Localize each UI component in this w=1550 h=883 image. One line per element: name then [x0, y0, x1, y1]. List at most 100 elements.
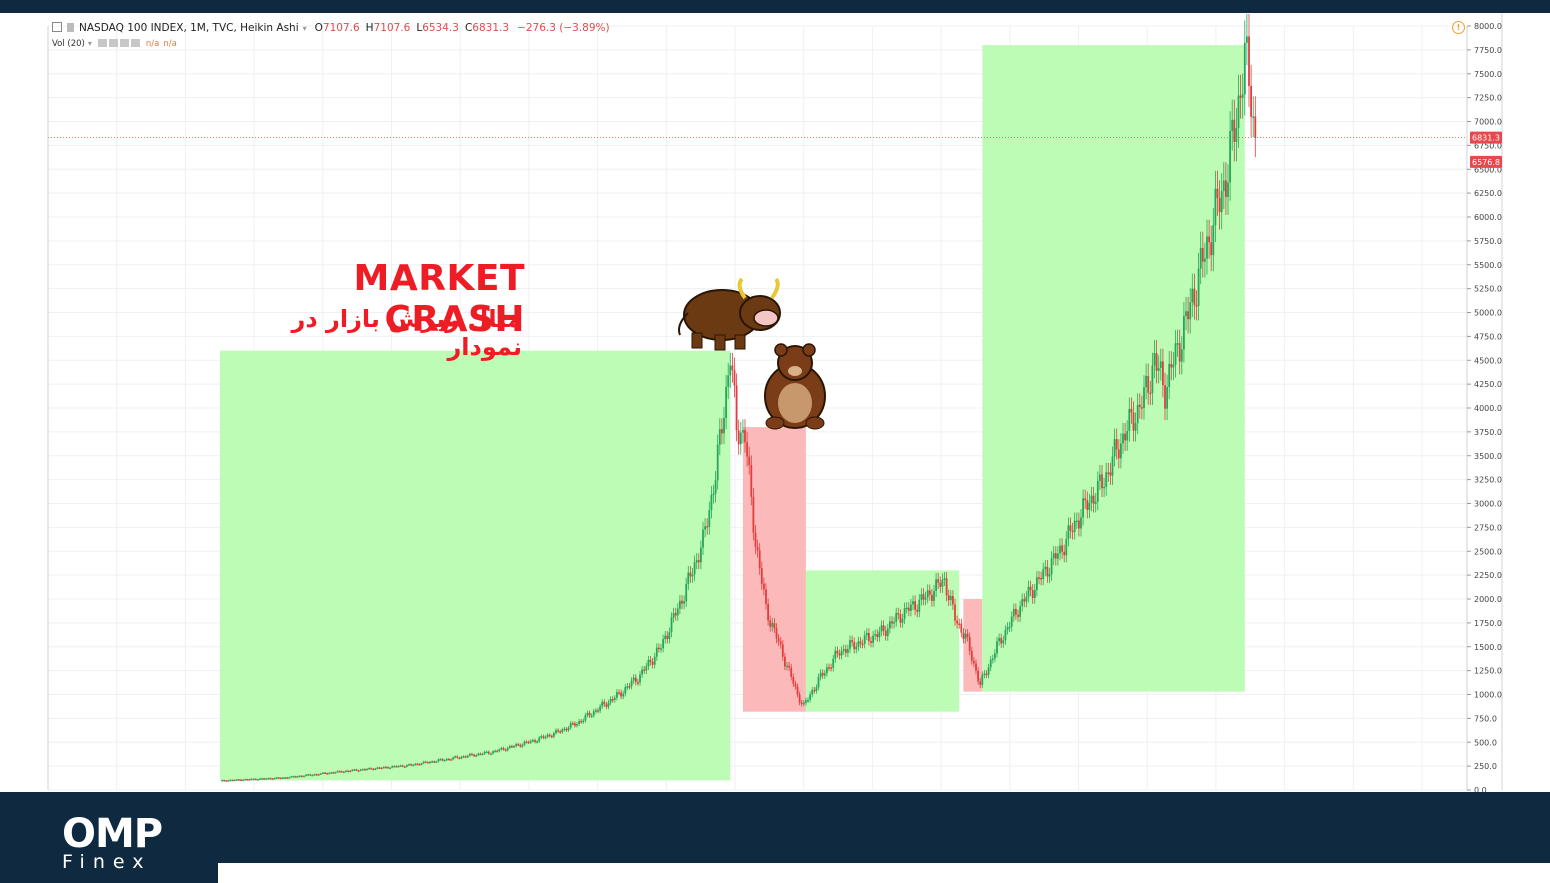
- candle-body: [1101, 474, 1103, 489]
- candle-body: [406, 765, 408, 767]
- candle-body: [721, 429, 723, 434]
- candle-body: [777, 638, 780, 642]
- candle-body: [849, 640, 851, 649]
- candle-body: [1153, 353, 1156, 366]
- candle-body: [290, 776, 293, 778]
- candle-body: [1021, 599, 1024, 607]
- candle-body: [456, 756, 459, 758]
- candle-body: [989, 659, 992, 668]
- candle-body: [714, 480, 717, 494]
- candle-body: [922, 594, 925, 600]
- candle-body: [868, 632, 870, 642]
- bear-zone: [742, 427, 806, 712]
- price-chart[interactable]: 8000.0 7750.0 7500.0 7250.0 7000.0 6750.0 6500…: [0, 13, 1550, 792]
- candle-body: [1012, 608, 1015, 617]
- candle-body: [859, 641, 862, 644]
- candle-body: [422, 761, 425, 764]
- candle-body: [311, 774, 314, 777]
- collapse-icon[interactable]: [52, 22, 62, 32]
- candle-body: [1080, 517, 1082, 529]
- candle-body: [821, 672, 824, 676]
- candle-body: [1036, 577, 1038, 591]
- candle-body: [842, 649, 845, 651]
- y-tick-label: 250.0: [1474, 762, 1497, 771]
- eye-icon[interactable]: [97, 39, 107, 47]
- candle-body: [926, 590, 929, 598]
- candle-body: [624, 687, 627, 694]
- candle-body: [525, 741, 528, 744]
- candle-body: [273, 777, 276, 780]
- candle-body: [322, 772, 324, 775]
- candle-body: [895, 613, 898, 622]
- candle-body: [1019, 606, 1021, 617]
- volume-label[interactable]: Vol (20): [52, 39, 85, 49]
- candle-body: [376, 767, 379, 769]
- flag-icon[interactable]: [67, 23, 74, 32]
- candle-body: [653, 656, 656, 665]
- candle-body: [462, 756, 465, 758]
- candle-body: [1075, 520, 1078, 523]
- symbol-title[interactable]: NASDAQ 100 INDEX, 1M, TVC, Heikin Ashi: [79, 22, 299, 34]
- ohlc-low-label: L: [416, 22, 423, 34]
- candle-body: [1069, 525, 1072, 531]
- candle-body: [987, 667, 990, 675]
- warning-icon[interactable]: !: [1452, 21, 1465, 34]
- candle-body: [710, 494, 713, 511]
- bull-zone: [220, 350, 731, 781]
- candle-body: [1183, 316, 1185, 350]
- candle-body: [645, 666, 648, 671]
- candle-body: [815, 687, 818, 691]
- candle-body: [1025, 596, 1028, 602]
- candle-body: [668, 632, 671, 640]
- candle-body: [903, 607, 906, 619]
- candle-body: [231, 779, 234, 782]
- candle-body: [1225, 180, 1227, 198]
- candle-body: [603, 701, 606, 705]
- candle-body: [771, 623, 774, 627]
- y-tick-label: 3250.0: [1474, 476, 1502, 485]
- candle-body: [1059, 545, 1061, 554]
- candle-body: [385, 766, 387, 769]
- candle-body: [372, 768, 375, 771]
- candle-body: [534, 740, 536, 743]
- candle-body: [676, 608, 679, 616]
- candle-body: [830, 667, 832, 669]
- candle-body: [1204, 258, 1206, 262]
- candle-body: [672, 613, 675, 618]
- candle-body: [861, 643, 864, 646]
- candle-body: [286, 777, 289, 779]
- candle-body: [723, 418, 725, 434]
- price-tag-label: 6831.3: [1472, 134, 1500, 143]
- chevron-down-icon[interactable]: ▾: [302, 24, 307, 33]
- candle-body: [651, 661, 654, 665]
- candle-body: [605, 704, 608, 707]
- candle-body: [450, 759, 452, 761]
- settings-icon[interactable]: [108, 39, 118, 47]
- candle-body: [454, 756, 457, 758]
- candle-body: [941, 579, 944, 587]
- plus-icon[interactable]: [119, 39, 129, 47]
- candle-body: [1107, 472, 1110, 474]
- candle-body: [622, 693, 625, 697]
- chart-area[interactable]: 8000.0 7750.0 7500.0 7250.0 7000.0 6750.0 6500…: [0, 13, 1550, 792]
- candle-body: [494, 750, 496, 753]
- close-icon[interactable]: [130, 39, 140, 47]
- candle-body: [1164, 385, 1166, 409]
- candle-body: [630, 680, 633, 687]
- candle-body: [660, 648, 662, 650]
- candle-body: [914, 601, 916, 610]
- candle-body: [1237, 95, 1240, 129]
- candle-body: [937, 579, 940, 583]
- candle-body: [309, 774, 312, 776]
- candle-body: [387, 766, 389, 769]
- candle-body: [280, 777, 282, 780]
- candle-body: [340, 771, 343, 773]
- candle-body: [1117, 449, 1120, 459]
- candle-body: [506, 747, 509, 751]
- chevron-down-icon[interactable]: ▾: [87, 39, 92, 48]
- candle-body: [870, 641, 872, 643]
- candle-body: [443, 760, 446, 762]
- candle-body: [689, 572, 692, 577]
- candle-body: [991, 658, 994, 661]
- y-tick-label: 6250.0: [1474, 189, 1502, 198]
